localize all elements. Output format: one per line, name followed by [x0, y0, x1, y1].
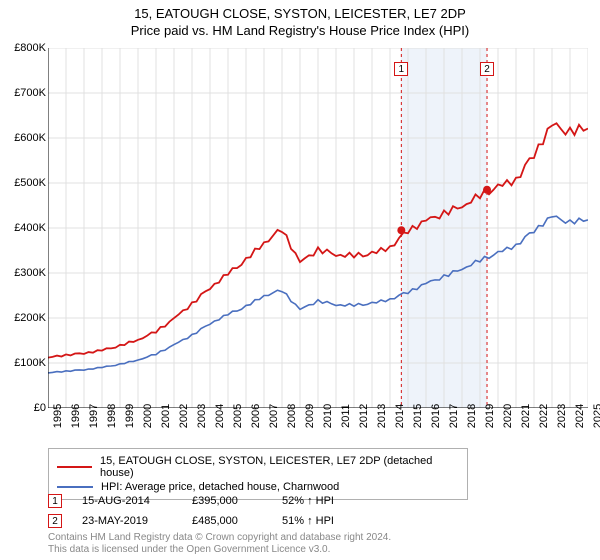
transaction-marker-box: 2 [48, 514, 62, 528]
x-tick-label: 2008 [286, 404, 298, 428]
transaction-marker-box: 1 [48, 494, 62, 508]
x-tick-label: 2007 [268, 404, 280, 428]
x-tick-label: 2010 [322, 404, 334, 428]
y-tick-label: £600K [14, 132, 46, 144]
legend-item: HPI: Average price, detached house, Char… [57, 481, 459, 493]
line-chart [48, 48, 588, 408]
transaction-delta: 51% ↑ HPI [282, 515, 334, 527]
y-tick-label: £300K [14, 267, 46, 279]
x-tick-label: 2019 [484, 404, 496, 428]
legend-item: 15, EATOUGH CLOSE, SYSTON, LEICESTER, LE… [57, 455, 459, 479]
transaction-price: £485,000 [192, 515, 262, 527]
x-tick-label: 2005 [232, 404, 244, 428]
x-tick-label: 2001 [160, 404, 172, 428]
transaction-date: 15-AUG-2014 [82, 495, 172, 507]
x-tick-label: 2023 [556, 404, 568, 428]
chart-marker-box: 2 [480, 62, 494, 76]
x-tick-label: 1998 [106, 404, 118, 428]
x-tick-label: 2004 [214, 404, 226, 428]
x-tick-label: 2002 [178, 404, 190, 428]
y-axis-labels: £0£100K£200K£300K£400K£500K£600K£700K£80… [2, 48, 46, 408]
title-line-1: 15, EATOUGH CLOSE, SYSTON, LEICESTER, LE… [0, 6, 600, 21]
x-tick-label: 1996 [70, 404, 82, 428]
footer-attribution: Contains HM Land Registry data © Crown c… [48, 532, 391, 556]
y-tick-label: £700K [14, 87, 46, 99]
title-line-2: Price paid vs. HM Land Registry's House … [0, 23, 600, 38]
y-tick-label: £800K [14, 42, 46, 54]
x-tick-label: 2003 [196, 404, 208, 428]
x-tick-label: 2021 [520, 404, 532, 428]
legend: 15, EATOUGH CLOSE, SYSTON, LEICESTER, LE… [48, 448, 468, 500]
x-tick-label: 2014 [394, 404, 406, 428]
x-tick-label: 2013 [376, 404, 388, 428]
x-axis-labels: 1995199619971998199920002001200220032004… [48, 412, 588, 452]
footer-line: This data is licensed under the Open Gov… [48, 544, 391, 556]
x-tick-label: 2018 [466, 404, 478, 428]
x-tick-label: 2025 [592, 404, 600, 428]
transaction-date: 23-MAY-2019 [82, 515, 172, 527]
y-tick-label: £400K [14, 222, 46, 234]
legend-label: 15, EATOUGH CLOSE, SYSTON, LEICESTER, LE… [100, 455, 459, 479]
chart-marker-box: 1 [394, 62, 408, 76]
x-tick-label: 2022 [538, 404, 550, 428]
y-tick-label: £200K [14, 312, 46, 324]
y-tick-label: £100K [14, 357, 46, 369]
x-tick-label: 2024 [574, 404, 586, 428]
transaction-row: 2 23-MAY-2019 £485,000 51% ↑ HPI [48, 514, 334, 528]
chart-title-block: 15, EATOUGH CLOSE, SYSTON, LEICESTER, LE… [0, 0, 600, 38]
x-tick-label: 2015 [412, 404, 424, 428]
x-tick-label: 2011 [340, 404, 352, 428]
x-tick-label: 2000 [142, 404, 154, 428]
x-tick-label: 2006 [250, 404, 262, 428]
transaction-delta: 52% ↑ HPI [282, 495, 334, 507]
x-tick-label: 1997 [88, 404, 100, 428]
y-tick-label: £500K [14, 177, 46, 189]
x-tick-label: 2012 [358, 404, 370, 428]
x-tick-label: 1999 [124, 404, 136, 428]
legend-swatch [57, 466, 92, 468]
x-tick-label: 2020 [502, 404, 514, 428]
transaction-row: 1 15-AUG-2014 £395,000 52% ↑ HPI [48, 494, 334, 508]
legend-swatch [57, 486, 93, 488]
chart-area: £0£100K£200K£300K£400K£500K£600K£700K£80… [48, 48, 588, 430]
x-tick-label: 2016 [430, 404, 442, 428]
x-tick-label: 2009 [304, 404, 316, 428]
transaction-price: £395,000 [192, 495, 262, 507]
x-tick-label: 2017 [448, 404, 460, 428]
y-tick-label: £0 [34, 402, 46, 414]
x-tick-label: 1995 [52, 404, 64, 428]
legend-label: HPI: Average price, detached house, Char… [101, 481, 339, 493]
footer-line: Contains HM Land Registry data © Crown c… [48, 532, 391, 544]
